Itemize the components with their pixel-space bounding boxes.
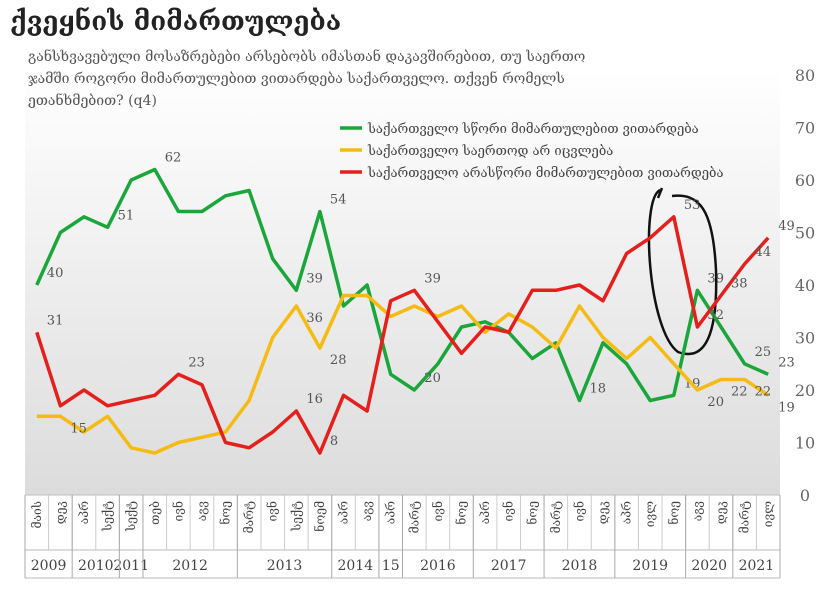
x-tick-label: აგვ	[690, 501, 704, 522]
x-tick-label: დეკ	[53, 501, 67, 524]
x-tick-label: აგვ	[195, 501, 209, 522]
legend-label: საქართველო საერთოდ არ იცვლება	[367, 144, 613, 159]
data-label: 23	[188, 355, 205, 370]
x-tick-label: ნოე	[218, 501, 233, 525]
year-label: 2009	[31, 558, 67, 574]
data-label: 38	[731, 277, 748, 292]
year-label: 2011	[113, 558, 149, 574]
x-tick-label: ივნ	[170, 501, 185, 521]
plot-bg	[25, 70, 780, 495]
y-tick-label: 10	[795, 434, 815, 453]
data-label: 28	[330, 353, 347, 368]
x-tick-label: თებ	[148, 501, 162, 525]
data-label: 20	[707, 395, 724, 410]
y-tick-label: 60	[795, 171, 815, 190]
year-label: 2020	[691, 558, 727, 574]
x-tick-label: ნოე	[666, 501, 681, 525]
data-label: 49	[778, 219, 795, 234]
x-tick-label: მარტ	[738, 501, 752, 533]
year-label: 15	[382, 558, 400, 574]
data-label: 16	[306, 392, 323, 407]
data-label: 44	[755, 245, 772, 260]
x-tick-label: სექტ	[101, 501, 115, 532]
data-label: 62	[165, 151, 182, 166]
y-tick-label: 0	[800, 486, 810, 505]
x-tick-label: ივნ	[265, 501, 280, 521]
x-tick-label: მარტ	[242, 501, 256, 533]
year-label: 2018	[562, 558, 598, 574]
year-label: 2010	[78, 558, 114, 574]
data-label: 18	[589, 382, 606, 397]
chart-title: ქვეყნის მიმართულება	[10, 6, 341, 37]
data-label: 32	[707, 308, 724, 323]
data-label: 39	[707, 271, 724, 286]
data-label: 25	[755, 345, 772, 360]
x-tick-label: მარტ	[549, 501, 563, 533]
y-tick-label: 30	[795, 329, 815, 348]
x-tick-label: ნოე	[524, 501, 539, 525]
x-tick-label: ივლ	[761, 501, 775, 527]
x-tick-label: დეკ	[596, 501, 610, 524]
year-label: 2016	[420, 558, 456, 574]
subtitle: განსხვავებული მოსაზრებები არსებობს იმასთ…	[28, 47, 585, 65]
series-line	[35, 215, 770, 455]
x-tick-label: მარტ	[407, 501, 421, 533]
x-tick-label: ნოე	[453, 501, 468, 525]
data-label: 36	[306, 311, 323, 326]
y-tick-label: 40	[795, 276, 815, 295]
series-line	[35, 167, 769, 403]
year-label: 2019	[632, 558, 668, 574]
subtitle: ჯამში როგორი მიმართულებით ვითარდება საქა…	[28, 69, 565, 87]
year-label: 2021	[739, 558, 775, 574]
data-label: 31	[47, 313, 64, 328]
x-tick-label: სექტ	[289, 501, 303, 532]
x-tick-label: ივლ	[643, 501, 657, 527]
y-tick-label: 70	[795, 119, 815, 138]
series-line	[36, 293, 770, 455]
x-tick-label: აგვ	[360, 501, 374, 522]
data-label: 40	[47, 266, 64, 281]
legend-label: საქართველო არასწორი მიმართულებით ვითარდე…	[367, 166, 723, 181]
x-tick-label: ნოემ	[312, 501, 327, 532]
legend-label: საქართველო სწორი მიმართულებით ვითარდება	[367, 122, 699, 137]
x-tick-label: აპრ	[384, 501, 398, 524]
x-tick-label: სექტ	[124, 501, 138, 532]
year-label: 2017	[491, 558, 527, 574]
hand-annotation	[647, 187, 718, 356]
data-label: 22	[755, 385, 772, 400]
data-label: 53	[684, 198, 701, 213]
data-label: 19	[778, 400, 795, 415]
data-label: 22	[731, 385, 748, 400]
data-label: 15	[70, 421, 87, 436]
data-label: 39	[424, 271, 441, 286]
data-label: 54	[330, 193, 347, 208]
year-label: 2014	[337, 558, 373, 574]
year-label: 2013	[267, 558, 303, 574]
data-label: 8	[330, 434, 338, 449]
x-tick-label: ივნ	[501, 501, 516, 521]
x-tick-label: აპრ	[337, 501, 351, 524]
year-label: 2012	[172, 558, 208, 574]
data-label: 39	[306, 271, 323, 286]
data-label: 51	[118, 208, 135, 223]
y-tick-label: 80	[795, 66, 815, 85]
y-tick-label: 50	[795, 224, 815, 243]
x-tick-label: აპრ	[620, 501, 634, 524]
x-tick-label: აპრ	[77, 501, 91, 524]
data-label: 23	[778, 355, 795, 370]
subtitle: ეთანხმებით? (q4)	[28, 91, 157, 109]
x-tick-label: ივნ	[430, 501, 445, 521]
y-tick-label: 20	[795, 381, 815, 400]
x-tick-label: მაის	[30, 501, 44, 529]
x-tick-label: ივნ	[571, 501, 586, 521]
x-tick-label: დეკ	[714, 501, 728, 524]
x-tick-label: აპრ	[478, 501, 492, 524]
data-label: 20	[424, 371, 441, 386]
